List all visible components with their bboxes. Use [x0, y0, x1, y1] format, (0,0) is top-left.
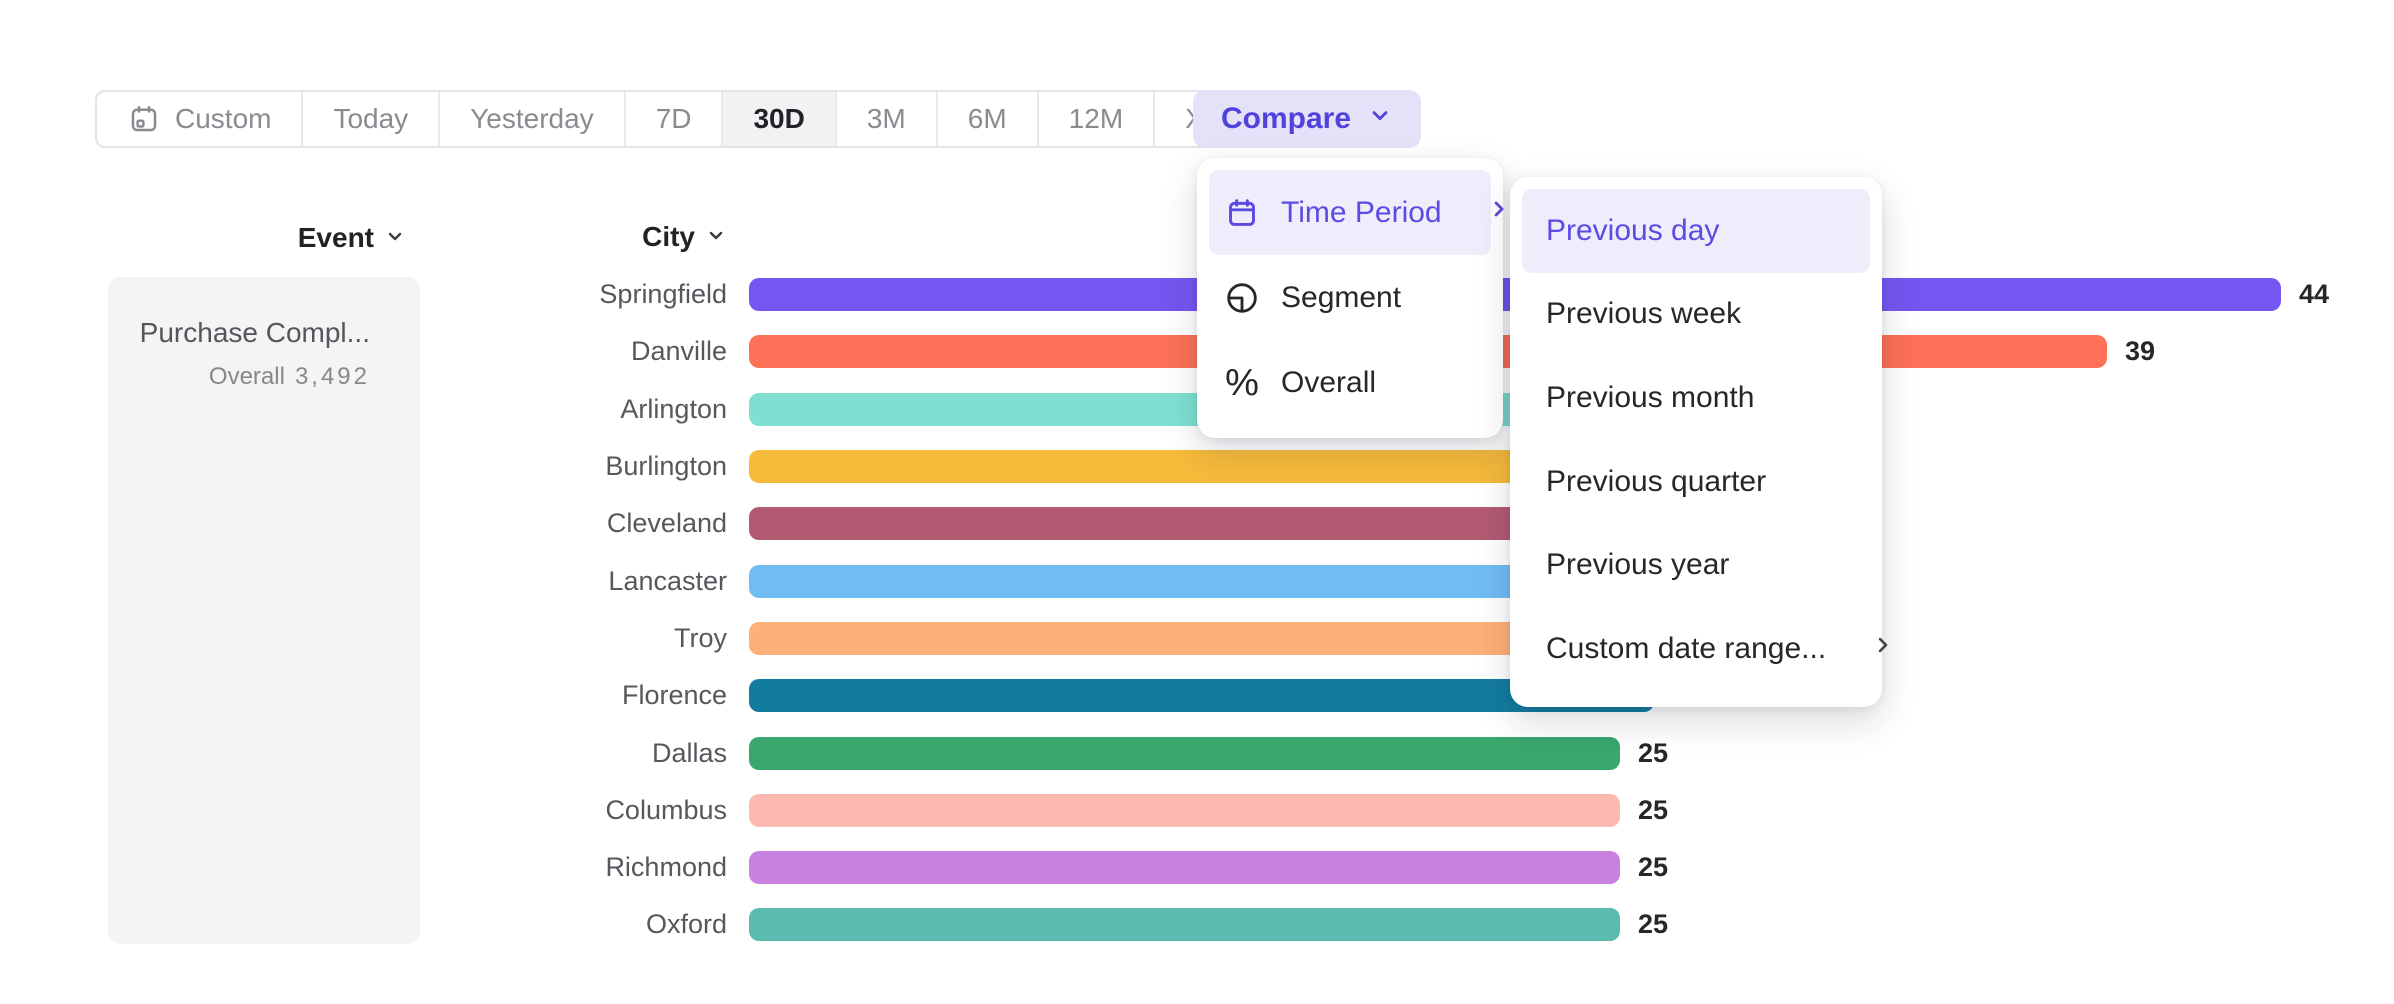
menu-item-segment[interactable]: Segment [1209, 255, 1491, 340]
menu-item-overall[interactable]: % Overall [1225, 361, 1377, 404]
date-range-today[interactable]: Today [303, 92, 441, 146]
event-overall: Overall 3,492 [128, 363, 370, 391]
chart-row: Cleveland [430, 495, 2329, 552]
chevron-down-icon [705, 221, 727, 253]
chart-row: Oxford 25 [430, 896, 2329, 953]
date-range-custom[interactable]: Custom [97, 92, 304, 146]
submenu-item-previous-quarter[interactable]: Previous quarter [1546, 464, 1767, 498]
chart-row: Columbus 25 [430, 782, 2329, 839]
city-label: Springfield [599, 279, 727, 310]
city-column-header[interactable]: City [430, 208, 727, 266]
percent-icon: % [1225, 361, 1259, 404]
bar-value: 25 [1638, 852, 1669, 883]
segment-pie-icon [1225, 281, 1259, 315]
submenu-item-previous-week[interactable]: Previous week [1546, 297, 1742, 331]
calendar-icon [127, 104, 161, 134]
city-bar[interactable] [749, 908, 1620, 942]
chevron-down-icon [1367, 102, 1393, 136]
city-label: Richmond [605, 852, 727, 883]
submenu-item-custom-date-range[interactable]: Custom date range... [1522, 607, 1888, 691]
city-bar[interactable] [749, 679, 1654, 713]
date-range-label: Custom [175, 103, 272, 134]
city-label: Burlington [605, 451, 727, 482]
city-label: Dallas [651, 737, 727, 768]
city-label: Oxford [645, 909, 727, 940]
overall-label: Overall [208, 363, 285, 390]
bar-value: 25 [1638, 737, 1669, 768]
menu-item-time-period[interactable]: Time Period [1209, 170, 1504, 255]
date-range-3m[interactable]: 3M [837, 92, 938, 146]
overall-value: 3,492 [294, 363, 370, 390]
city-bar[interactable] [749, 851, 1620, 885]
date-range-toolbar: Custom Today Yesterday 7D 30D 3M 6M 12M … [95, 90, 1312, 148]
bar-value: 44 [2299, 279, 2330, 310]
city-bar[interactable] [749, 793, 1620, 827]
city-bar[interactable] [749, 621, 1654, 655]
time-period-submenu: Previous day Previous week Previous mont… [1510, 177, 1888, 707]
chevron-down-icon [384, 222, 406, 254]
event-card[interactable]: Purchase Compl... Overall 3,492 [108, 277, 420, 944]
city-label: Arlington [620, 393, 727, 424]
city-label: Columbus [605, 794, 727, 825]
bar-value: 25 [1638, 909, 1669, 940]
submenu-item-previous-month[interactable]: Previous month [1546, 380, 1755, 414]
compare-button[interactable]: Compare [1193, 90, 1422, 148]
chart-row: Dallas 25 [430, 724, 2329, 781]
event-column-header[interactable]: Event [108, 210, 420, 266]
city-bar[interactable] [749, 736, 1620, 770]
chevron-right-icon [1870, 632, 1896, 666]
submenu-item-previous-day[interactable]: Previous day [1522, 189, 1870, 273]
calendar-icon [1225, 197, 1259, 229]
city-label: Cleveland [606, 508, 727, 539]
chevron-right-icon [1486, 196, 1512, 230]
chart-row: Richmond 25 [430, 839, 2329, 896]
city-label: Florence [621, 680, 727, 711]
date-range-7d[interactable]: 7D [626, 92, 724, 146]
bar-value: 25 [1638, 794, 1669, 825]
date-range-yesterday[interactable]: Yesterday [440, 92, 626, 146]
chart-row: Lancaster [430, 552, 2329, 609]
date-range-6m[interactable]: 6M [938, 92, 1039, 146]
bar-value: 39 [2125, 336, 2156, 367]
chart-row: Burlington [430, 438, 2329, 495]
city-label: Lancaster [608, 565, 727, 596]
compare-dropdown-menu: Time Period Segment % Overall [1197, 158, 1504, 438]
date-range-12m[interactable]: 12M [1039, 92, 1156, 146]
city-label: Danville [630, 336, 727, 367]
chart-row: Troy [430, 610, 2329, 667]
chart-row: Florence [430, 667, 2329, 724]
submenu-item-previous-year[interactable]: Previous year [1546, 548, 1730, 582]
event-name: Purchase Compl... [139, 317, 370, 348]
date-range-30d-active[interactable]: 30D [723, 92, 837, 146]
city-label: Troy [674, 622, 727, 653]
